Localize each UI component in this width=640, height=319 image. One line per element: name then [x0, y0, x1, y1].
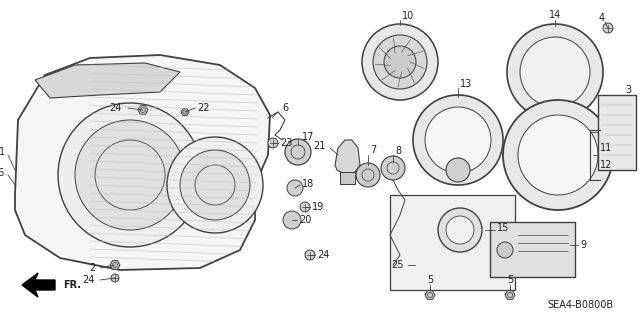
Circle shape — [75, 120, 185, 230]
Circle shape — [180, 150, 250, 220]
Text: 17: 17 — [302, 132, 314, 142]
Circle shape — [287, 180, 303, 196]
Polygon shape — [22, 273, 55, 297]
Circle shape — [283, 211, 301, 229]
Text: 8: 8 — [395, 146, 401, 156]
Text: 18: 18 — [302, 179, 314, 189]
Circle shape — [518, 115, 598, 195]
Circle shape — [438, 208, 482, 252]
Circle shape — [58, 103, 202, 247]
Text: 10: 10 — [402, 11, 414, 21]
Circle shape — [425, 107, 491, 173]
Circle shape — [381, 156, 405, 180]
Text: 14: 14 — [549, 10, 561, 20]
Text: 25: 25 — [392, 260, 404, 270]
Text: SEA4-B0800B: SEA4-B0800B — [547, 300, 613, 310]
Text: 2: 2 — [89, 263, 95, 273]
Text: 19: 19 — [312, 202, 324, 212]
Text: 22: 22 — [197, 103, 209, 113]
Text: 12: 12 — [600, 160, 612, 170]
Circle shape — [285, 139, 311, 165]
Circle shape — [413, 95, 503, 185]
Polygon shape — [15, 55, 270, 270]
Circle shape — [384, 46, 416, 78]
Circle shape — [362, 24, 438, 100]
Text: 4: 4 — [599, 13, 605, 23]
Circle shape — [356, 163, 380, 187]
Text: 7: 7 — [370, 145, 376, 155]
Circle shape — [520, 37, 590, 107]
Circle shape — [603, 23, 613, 33]
Bar — [490, 222, 575, 277]
Text: 24: 24 — [109, 103, 122, 113]
Circle shape — [305, 250, 315, 260]
Circle shape — [268, 138, 278, 148]
Text: 1: 1 — [0, 147, 5, 157]
Text: 24: 24 — [83, 275, 95, 285]
Text: 20: 20 — [299, 215, 312, 225]
Polygon shape — [35, 63, 180, 98]
Circle shape — [408, 258, 422, 272]
Polygon shape — [110, 261, 120, 269]
Polygon shape — [181, 108, 189, 115]
Circle shape — [507, 24, 603, 120]
Text: 5: 5 — [507, 275, 513, 285]
Circle shape — [167, 137, 263, 233]
Circle shape — [111, 274, 119, 282]
Text: FR.: FR. — [63, 280, 81, 290]
Text: 11: 11 — [600, 143, 612, 153]
Polygon shape — [505, 291, 515, 299]
Text: 5: 5 — [427, 275, 433, 285]
Text: 24: 24 — [317, 250, 330, 260]
Circle shape — [446, 216, 474, 244]
Bar — [598, 95, 636, 170]
Circle shape — [373, 35, 427, 89]
Circle shape — [402, 252, 428, 278]
Polygon shape — [138, 106, 148, 114]
Circle shape — [503, 100, 613, 210]
Circle shape — [497, 242, 513, 258]
Polygon shape — [335, 140, 360, 174]
Circle shape — [300, 202, 310, 212]
Text: 21: 21 — [314, 141, 326, 151]
Text: 6: 6 — [282, 103, 288, 113]
Text: 9: 9 — [580, 240, 586, 250]
Text: 15: 15 — [497, 223, 509, 233]
Polygon shape — [425, 291, 435, 299]
Text: 23: 23 — [280, 138, 292, 148]
Text: 13: 13 — [460, 79, 472, 89]
Text: 3: 3 — [625, 85, 631, 95]
Text: 16: 16 — [0, 168, 5, 178]
Bar — [340, 172, 355, 184]
Circle shape — [446, 158, 470, 182]
Bar — [390, 195, 515, 290]
